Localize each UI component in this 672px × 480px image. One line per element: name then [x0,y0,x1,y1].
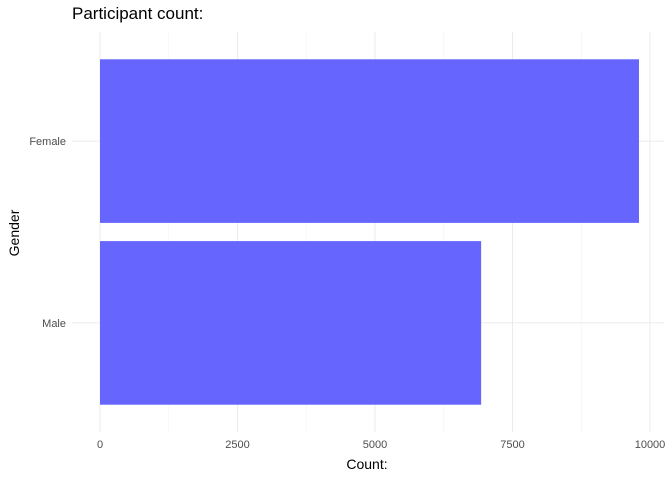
bar-male [100,241,482,405]
x-tick-label: 5000 [363,439,387,451]
y-tick-label: Male [42,318,66,330]
x-axis-title: Count: [346,456,387,472]
y-axis-title: Gender [6,209,22,256]
chart-title: Participant count: [72,4,203,23]
x-tick-labels: 0 2500 5000 7500 10000 [97,439,665,451]
x-tick-label: 10000 [635,439,666,451]
x-tick-label: 7500 [500,439,524,451]
y-tick-labels: Female Male [29,136,66,330]
bar-female [100,59,639,223]
x-tick-label: 2500 [225,439,249,451]
bars [100,59,639,405]
y-tick-label: Female [29,136,66,148]
x-tick-label: 0 [97,439,103,451]
